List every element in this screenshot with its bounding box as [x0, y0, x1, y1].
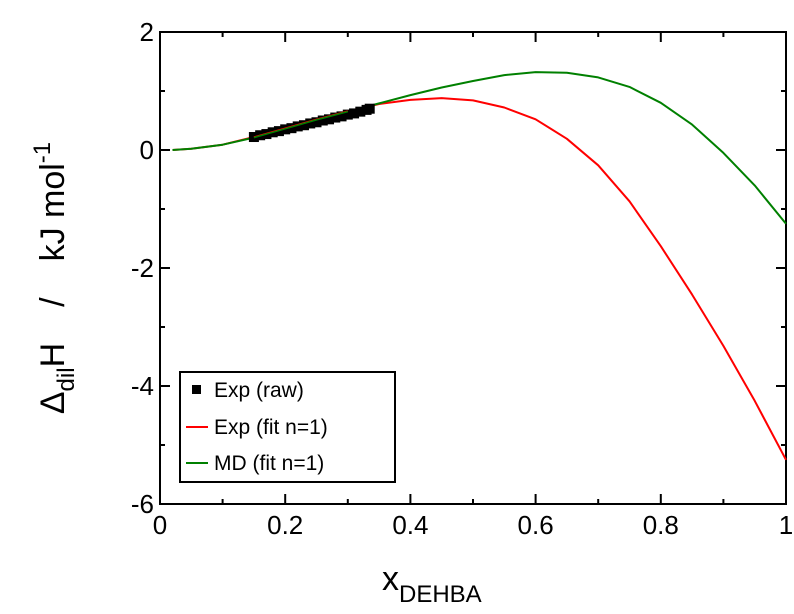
- legend-label-exp-raw: Exp (raw): [214, 379, 304, 402]
- series-line-2: [172, 71, 787, 225]
- x-axis-label: xDEHBA: [382, 560, 482, 608]
- scatter-point: [330, 112, 341, 123]
- y-axis-label-sup: -1: [29, 142, 56, 163]
- scatter-point: [311, 117, 322, 128]
- scatter-point: [355, 106, 366, 117]
- scatter-point: [286, 123, 297, 134]
- y-tick-label: -2: [131, 253, 154, 283]
- x-tick-label: 0.8: [643, 510, 679, 540]
- y-axis-label-slash: /: [34, 297, 72, 307]
- x-tick-label: 0.2: [267, 510, 303, 540]
- y-axis-label-sub: dil: [53, 367, 80, 391]
- y-axis-label-delta: Δ: [34, 391, 72, 414]
- scatter-point: [336, 111, 347, 122]
- y-axis-label-main: H: [34, 343, 72, 368]
- y-tick-label: 2: [140, 17, 154, 47]
- series-layer: [172, 71, 787, 461]
- y-tick-label: 0: [140, 135, 154, 165]
- x-axis-label-sub: DEHBA: [399, 581, 482, 608]
- scatter-point: [317, 115, 328, 126]
- legend-box: [179, 371, 396, 483]
- x-tick-label: 0.6: [518, 510, 554, 540]
- scatter-point: [349, 108, 360, 119]
- x-tick-label: 0: [153, 510, 167, 540]
- y-axis-label: ΔdilH / kJ mol-1: [29, 142, 80, 414]
- scatter-point: [298, 120, 309, 131]
- scatter-point: [305, 118, 316, 129]
- y-axis-label-unit: kJ mol: [34, 163, 72, 261]
- scatter-point: [324, 114, 335, 125]
- legend-marker-exp-raw: [192, 385, 201, 394]
- x-axis-label-main: x: [382, 560, 399, 598]
- legend-label-exp-fit: Exp (fit n=1): [214, 416, 328, 439]
- y-tick-label: -4: [131, 371, 154, 401]
- legend-label-md-fit: MD (fit n=1): [214, 452, 324, 475]
- x-tick-label: 0.4: [392, 510, 428, 540]
- scatter-point: [292, 121, 303, 132]
- scatter-point: [364, 103, 375, 114]
- legend: Exp (raw) Exp (fit n=1) MD (fit n=1): [179, 371, 396, 483]
- series-line-overlay-2: [253, 110, 348, 139]
- x-tick-label: 1: [779, 510, 793, 540]
- ticks-layer: 0 0.2 0.4 0.6 0.8 1 -6 -4 -2 0 2: [131, 17, 793, 540]
- y-tick-label: -6: [131, 489, 154, 519]
- scatter-point: [342, 109, 353, 120]
